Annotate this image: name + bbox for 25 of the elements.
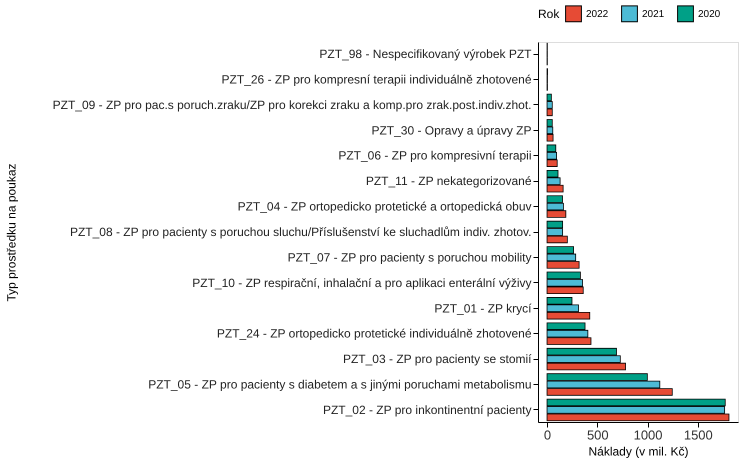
- y-tick-label: PZT_04 - ZP ortopedicko protetické a ortopedická obuv: [238, 200, 532, 214]
- x-tick-label: 1500: [684, 428, 713, 442]
- y-tick-label: PZT_11 - ZP nekategorizované: [366, 174, 532, 188]
- y-tick-label: PZT_98 - Nespecifikovaný výrobek PZT: [319, 47, 532, 62]
- y-tick-label: PZT_09 - ZP pro pac.s poruch.zraku/ZP pro korekci zraku a komp.pro zrak.post.indiv.zhot.: [52, 98, 532, 112]
- y-tick-label: PZT_02 - ZP pro inkontinentní pacienty: [322, 402, 532, 417]
- y-tick-label: PZT_24 - ZP ortopedicko protetické individuálně zhotovené: [216, 326, 532, 341]
- x-tick-label: 500: [586, 428, 609, 442]
- y-tick-label: PZT_10 - ZP respirační, inhalační a pro aplikaci enterální výživy: [192, 276, 532, 290]
- y-tick-label: PZT_03 - ZP pro pacienty se stomií: [342, 352, 532, 366]
- y-tick-label: PZT_01 - ZP krycí: [434, 301, 532, 316]
- legend-label: 2020: [698, 8, 721, 20]
- y-tick-label: PZT_06 - ZP pro kompresivní terapii: [338, 148, 532, 163]
- y-tick-label: PZT_05 - ZP pro pacienty s diabetem a s jinými poruchami metabolismu: [148, 378, 532, 392]
- x-tick-label: 1000: [634, 428, 663, 442]
- x-tick-label: 0: [544, 428, 552, 442]
- legend-label: 2022: [586, 8, 609, 20]
- y-tick-label: PZT_08 - ZP pro pacienty s poruchou sluchu/Příslušenství ke sluchadlům indiv. zhotov.: [70, 225, 532, 239]
- y-tick-label: PZT_30 - Opravy a úpravy ZP: [371, 123, 532, 138]
- legend-title: Rok: [538, 7, 560, 21]
- y-axis-title: Typ prostředku na poukaz: [4, 163, 18, 302]
- y-tick-label: PZT_07 - ZP pro pacienty s poruchou mobility: [288, 250, 532, 264]
- legend-label: 2021: [642, 8, 665, 20]
- x-axis-title: Náklady (v mil. Kč): [588, 444, 689, 458]
- y-tick-label: PZT_26 - ZP pro kompresní terapii individuálně zhotovené: [222, 72, 532, 86]
